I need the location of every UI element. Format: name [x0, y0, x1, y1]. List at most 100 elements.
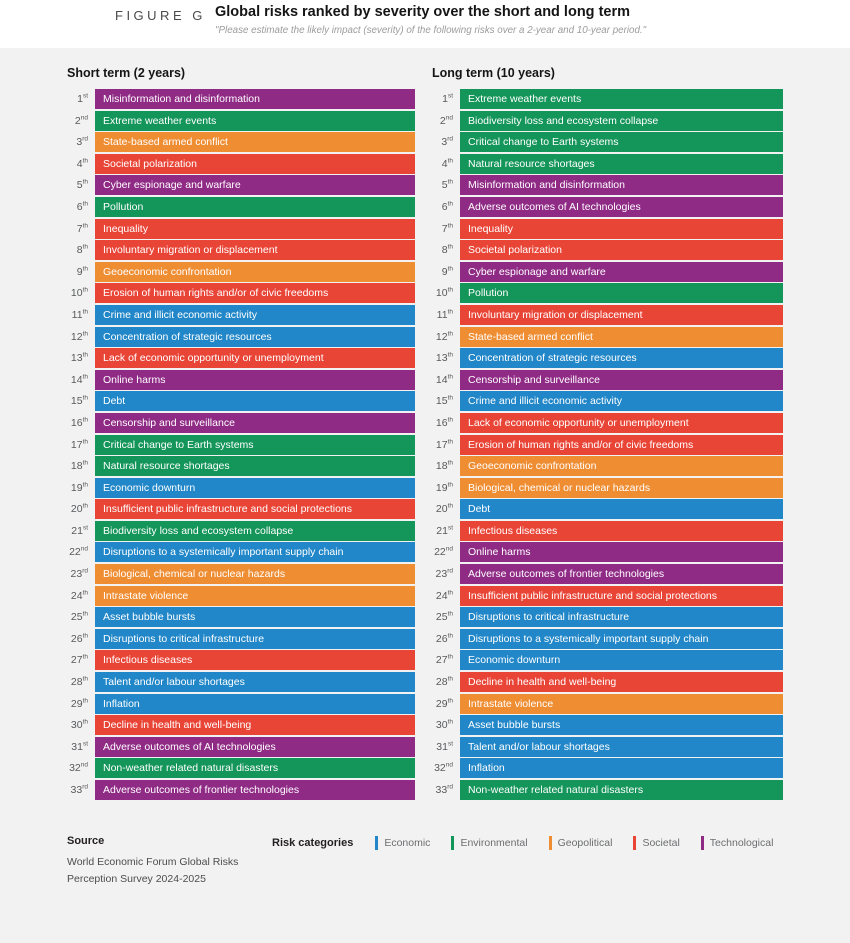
- risk-rank: 30th: [70, 718, 88, 732]
- risk-row: 19th Economic downturn: [60, 477, 415, 498]
- legend-label: Technological: [709, 837, 774, 849]
- risk-bar-economic: Concentration of strategic resources: [95, 326, 415, 347]
- risk-bar-technological: Adverse outcomes of AI technologies: [95, 736, 415, 757]
- risk-bar-societal: Lack of economic opportunity or unemploy…: [95, 348, 415, 369]
- risk-row: 7th Inequality: [60, 218, 415, 239]
- title-block: Global risks ranked by severity over the…: [215, 4, 646, 36]
- risk-row: 16th Lack of economic opportunity or unem…: [425, 412, 783, 433]
- risk-row: 8th Societal polarization: [425, 240, 783, 261]
- risk-rank: 18th: [70, 459, 88, 473]
- risk-rank: 31st: [436, 740, 453, 753]
- risk-row: 3rd Critical change to Earth systems: [425, 132, 783, 153]
- risk-row: 11th Involuntary migration or displacemen…: [425, 304, 783, 325]
- risk-rank: 5th: [441, 178, 453, 192]
- risk-row: 24th Intrastate violence: [60, 585, 415, 606]
- risk-row: 5th Misinformation and disinformation: [425, 175, 783, 196]
- risk-row: 22nd Online harms: [425, 542, 783, 563]
- risk-row: 17th Erosion of human rights and/or of ci…: [425, 434, 783, 455]
- risk-bar-environmental: Critical change to Earth systems: [460, 132, 783, 153]
- risk-bar-societal: Inequality: [460, 218, 783, 239]
- risk-row: 6th Pollution: [60, 196, 415, 217]
- legend-label: Geopolitical: [557, 837, 613, 849]
- risk-rank: 24th: [70, 589, 88, 602]
- risk-rank: 29th: [70, 697, 88, 710]
- risk-bar-environmental: Non-weather related natural disasters: [95, 758, 415, 779]
- risk-rank: 15th: [70, 394, 88, 408]
- risk-row: 15th Debt: [60, 391, 415, 412]
- risk-bar-environmental: Natural resource shortages: [95, 456, 415, 477]
- risk-bar-environmental: Pollution: [460, 283, 783, 304]
- risk-row: 16th Censorship and surveillance: [60, 412, 415, 433]
- risk-rank: 13th: [70, 351, 88, 365]
- risk-bar-technological: Cyber espionage and warfare: [95, 175, 415, 196]
- risk-bar-economic: Concentration of strategic resources: [460, 348, 783, 369]
- risk-bar-economic: Economic downturn: [95, 477, 415, 498]
- risk-row: 8th Involuntary migration or displacement: [60, 240, 415, 261]
- risk-bar-economic: Disruptions to critical infrastructure: [95, 628, 415, 649]
- risk-rank: 21st: [71, 524, 88, 537]
- risk-row: 27th Economic downturn: [425, 650, 783, 671]
- risk-rank: 27th: [70, 653, 88, 667]
- legend-item-technological: Technological: [700, 836, 774, 850]
- risk-bar-technological: Online harms: [95, 369, 415, 390]
- risk-bar-societal: Involuntary migration or displacement: [460, 304, 783, 325]
- risk-row: 2nd Extreme weather events: [60, 110, 415, 131]
- risk-categories-legend: Risk categories Economic Environmental Geo…: [272, 836, 794, 850]
- risk-bar-economic: Disruptions to a systemically important …: [460, 628, 783, 649]
- risk-bar-economic: Debt: [95, 391, 415, 412]
- risk-row: 21st Biodiversity loss and ecosystem coll…: [60, 520, 415, 541]
- risk-bar-economic: Asset bubble bursts: [95, 607, 415, 628]
- risk-row: 14th Online harms: [60, 369, 415, 390]
- risk-row: 10th Erosion of human rights and/or of ci…: [60, 283, 415, 304]
- risk-row: 18th Geoeconomic confrontation: [425, 456, 783, 477]
- risk-row: 19th Biological, chemical or nuclear haza…: [425, 477, 783, 498]
- risk-row: 9th Geoeconomic confrontation: [60, 261, 415, 282]
- risk-rank: 1st: [442, 92, 453, 105]
- risk-rank: 5th: [76, 178, 88, 192]
- risk-row: 27th Infectious diseases: [60, 650, 415, 671]
- risk-bar-economic: Crime and illicit economic activity: [95, 304, 415, 325]
- risk-rank: 32nd: [69, 761, 88, 775]
- risk-row: 12th Concentration of strategic resources: [60, 326, 415, 347]
- risk-bar-geopolitical: State-based armed conflict: [460, 326, 783, 347]
- risk-rank: 11th: [436, 308, 453, 321]
- risk-row: 20th Insufficient public infrastructure a…: [60, 499, 415, 520]
- risk-bar-geopolitical: Geoeconomic confrontation: [95, 261, 415, 282]
- source-title: Source: [67, 835, 105, 847]
- risk-row: 1st Misinformation and disinformation: [60, 89, 415, 109]
- risk-bar-economic: Talent and/or labour shortages: [95, 672, 415, 693]
- risk-rank: 10th: [435, 286, 453, 300]
- figure-title: Global risks ranked by severity over the…: [215, 4, 630, 20]
- risk-row: 7th Inequality: [425, 218, 783, 239]
- risk-rank: 8th: [76, 243, 88, 257]
- risk-rank: 12th: [70, 330, 88, 343]
- risk-bar-economic: Crime and illicit economic activity: [460, 391, 783, 412]
- risk-row: 23rd Biological, chemical or nuclear haza…: [60, 564, 415, 585]
- risk-rank: 4th: [76, 157, 88, 170]
- risk-row: 5th Cyber espionage and warfare: [60, 175, 415, 196]
- risk-row: 13th Lack of economic opportunity or unem…: [60, 348, 415, 369]
- risk-row: 17th Critical change to Earth systems: [60, 434, 415, 455]
- risk-bar-technological: Cyber espionage and warfare: [460, 261, 783, 282]
- risk-rank: 25th: [435, 610, 453, 624]
- short-term-rows: 1st Misinformation and disinformation 2nd E…: [60, 89, 415, 800]
- risk-rank: 33rd: [70, 783, 88, 796]
- risk-rank: 1st: [77, 92, 88, 105]
- risk-row: 28th Talent and/or labour shortages: [60, 672, 415, 693]
- risk-row: 21st Infectious diseases: [425, 520, 783, 541]
- legend-label: Economic: [384, 837, 431, 849]
- risk-row: 3rd State-based armed conflict: [60, 132, 415, 153]
- risk-row: 13th Concentration of strategic resources: [425, 348, 783, 369]
- risk-bar-societal: Insufficient public infrastructure and s…: [460, 585, 783, 606]
- risk-row: 32nd Inflation: [425, 758, 783, 779]
- risk-rank: 6th: [441, 200, 453, 213]
- legend-label: Societal: [642, 837, 680, 849]
- risk-rank: 19th: [70, 481, 88, 494]
- risk-bar-societal: Decline in health and well-being: [460, 672, 783, 693]
- risk-bar-technological: Misinformation and disinformation: [460, 175, 783, 196]
- risk-row: 2nd Biodiversity loss and ecosystem colla…: [425, 110, 783, 131]
- risk-bar-environmental: Natural resource shortages: [460, 153, 783, 174]
- risk-rank: 30th: [435, 718, 453, 732]
- risk-row: 28th Decline in health and well-being: [425, 672, 783, 693]
- risk-rank: 16th: [70, 416, 88, 429]
